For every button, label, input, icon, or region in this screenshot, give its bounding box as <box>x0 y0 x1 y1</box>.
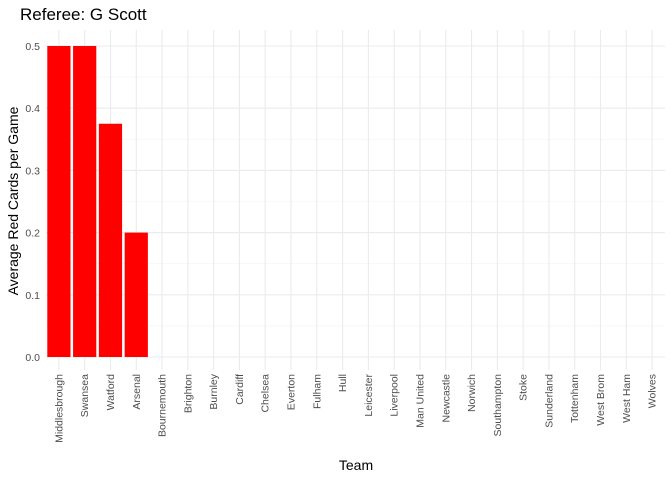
y-tick-label: 0.2 <box>25 228 40 240</box>
x-tick-label: Everton <box>286 374 298 410</box>
x-tick-label: Fulham <box>311 374 323 409</box>
y-axis-ticks: 0.0 0.1 0.2 0.3 0.4 0.5 <box>25 41 40 364</box>
y-tick-label: 0.0 <box>25 352 40 364</box>
y-tick-label: 0.1 <box>25 290 40 302</box>
x-tick-label: Stoke <box>518 374 530 401</box>
x-tick-label: Liverpool <box>389 374 401 417</box>
x-tick-label: Burnley <box>208 373 220 409</box>
y-tick-label: 0.3 <box>25 165 40 177</box>
x-tick-label: Chelsea <box>260 374 272 413</box>
x-tick-label: Tottenham <box>569 374 581 423</box>
x-tick-label: Bournemouth <box>157 374 169 437</box>
x-tick-label: Watford <box>105 374 117 411</box>
x-tick-label: Cardiff <box>234 374 246 405</box>
y-tick-label: 0.4 <box>25 103 40 115</box>
x-tick-label: Brighton <box>182 374 194 413</box>
x-tick-label: Middlesbrough <box>53 374 65 443</box>
y-tick-label: 0.5 <box>25 41 40 53</box>
bar <box>98 123 123 357</box>
x-tick-label: Norwich <box>466 374 478 412</box>
bar <box>124 232 148 357</box>
y-axis-title: Average Red Cards per Game <box>5 106 21 295</box>
chart-title: Referee: G Scott <box>20 5 147 24</box>
x-tick-label: Newcastle <box>440 374 452 423</box>
x-tick-label: Arsenal <box>131 374 143 410</box>
x-tick-label: Man United <box>414 374 426 428</box>
x-tick-label: Southampton <box>492 374 504 437</box>
x-tick-label: Wolves <box>647 374 659 408</box>
x-tick-label: West Brom <box>595 374 607 426</box>
bars <box>47 46 148 357</box>
x-tick-label: Swansea <box>79 374 91 417</box>
x-axis-ticks: Middlesbrough Swansea Watford Arsenal Bourne… <box>53 373 658 443</box>
x-tick-label: Sunderland <box>543 374 555 428</box>
x-tick-label: Leicester <box>363 374 375 417</box>
bar <box>47 46 71 357</box>
x-tick-label: West Ham <box>621 374 633 423</box>
x-axis-title: Team <box>339 457 373 473</box>
x-tick-label: Hull <box>337 374 349 392</box>
bar <box>73 46 97 357</box>
